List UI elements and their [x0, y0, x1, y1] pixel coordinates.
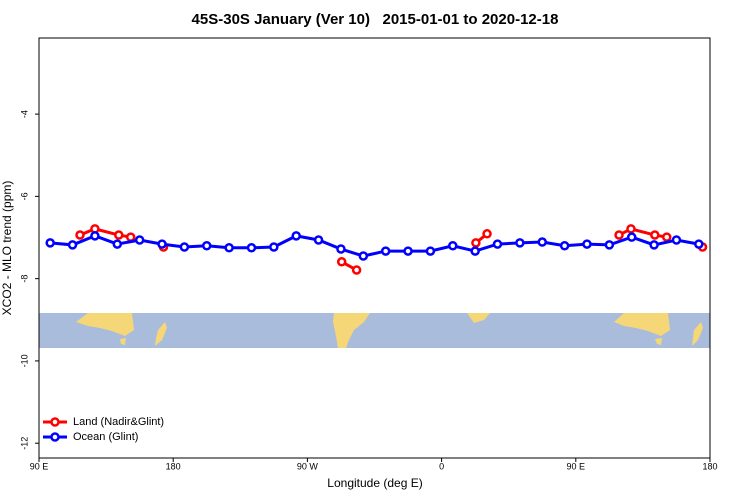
data-point [614, 230, 624, 240]
x-tick-label: 0 [439, 461, 444, 471]
data-point [351, 265, 362, 275]
data-point [246, 243, 257, 253]
data-point [313, 235, 324, 245]
legend-marker [50, 432, 60, 442]
data-point [202, 240, 212, 251]
data-point [125, 232, 136, 242]
data-point [492, 239, 503, 249]
data-point [694, 239, 704, 249]
data-point [336, 257, 347, 267]
data-point [90, 231, 100, 241]
legend-label: Land (Nadir&Glint) [73, 416, 164, 428]
legend-marker [50, 417, 60, 427]
data-point [582, 239, 592, 249]
chart-title: 45S-30S January (Ver 10) 2015-01-01 to 2… [192, 11, 559, 28]
data-point [380, 246, 391, 256]
x-tick-label: 90 W [297, 461, 319, 471]
data-point [45, 238, 55, 248]
data-point [448, 240, 458, 251]
data-point [134, 235, 145, 245]
data-point [626, 224, 636, 234]
data-point [649, 240, 659, 250]
y-tick-label: -6 [19, 192, 29, 200]
plot-frame [38, 37, 711, 459]
y-tick-label: -8 [19, 275, 29, 283]
series-line [50, 234, 700, 258]
data-point [114, 230, 124, 240]
data-point [626, 232, 637, 242]
data-point [515, 238, 525, 248]
data-point [604, 240, 615, 250]
data-point [537, 237, 547, 247]
data-point [112, 239, 123, 249]
series-line [79, 227, 131, 239]
x-tick-label: 90 E [30, 461, 49, 471]
series-line [618, 227, 668, 239]
data-point [650, 230, 660, 240]
y-tick-label: -4 [19, 110, 29, 118]
data-point [179, 242, 190, 252]
x-tick-label: 180 [166, 461, 181, 471]
x-tick-label: 180 [702, 461, 717, 471]
map-band [39, 313, 710, 348]
data-point [224, 243, 234, 253]
y-tick-label: -10 [19, 354, 29, 367]
data-point [75, 230, 85, 240]
data-point [482, 229, 492, 239]
data-point [269, 242, 279, 252]
x-axis-title: Longitude (deg E) [327, 476, 422, 490]
data-point [358, 251, 369, 261]
x-tick-label: 90 E [567, 461, 586, 471]
y-axis-title: XCO2 - MLO trend (ppm) [0, 181, 14, 316]
data-point [425, 246, 436, 256]
data-point [662, 232, 672, 242]
data-point [157, 239, 167, 249]
data-point [67, 240, 78, 250]
data-point [470, 246, 480, 256]
data-point [403, 246, 413, 256]
data-point [671, 235, 682, 245]
data-point [559, 240, 570, 251]
y-tick-label: -12 [19, 437, 29, 450]
data-point [471, 238, 481, 248]
legend-label: Ocean (Glint) [73, 431, 138, 443]
data-point [336, 244, 346, 254]
data-point [291, 231, 301, 241]
